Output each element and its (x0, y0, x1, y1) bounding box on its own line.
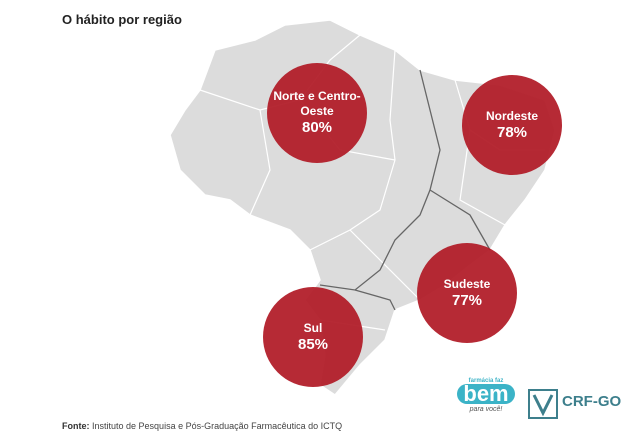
title: O hábito por região (62, 12, 182, 27)
council-logo: CRF-GO (562, 393, 622, 410)
region-name: Norte e Centro-Oeste (273, 89, 361, 118)
brand-logo: farmácia faz bem para você! (455, 378, 517, 413)
footer: Fonte: Instituto de Pesquisa e Pós-Gradu… (62, 421, 342, 431)
brand-main: bem (457, 383, 515, 405)
region-borders (319, 69, 491, 311)
region-value: 80% (301, 119, 333, 136)
brand-top: farmácia faz (468, 378, 504, 384)
region-name: Nordeste (485, 108, 538, 123)
brand-bottom: para você! (469, 406, 503, 413)
region-name: Sul (303, 320, 323, 335)
region-bubble: Norte e Centro-Oeste 80% (267, 63, 367, 163)
footer-text: Instituto de Pesquisa e Pós-Graduação Fa… (92, 421, 343, 431)
region-bubble: Sudeste 77% (417, 243, 517, 343)
region-value: 77% (451, 291, 483, 309)
region-value: 85% (297, 335, 329, 353)
region-value: 78% (496, 123, 528, 141)
region-name: Sudeste (443, 276, 491, 291)
region-bubble: Nordeste 78% (462, 75, 562, 175)
council-icon (528, 389, 558, 419)
region-bubble: Sul 85% (263, 287, 363, 387)
footer-label: Fonte: (62, 421, 90, 431)
